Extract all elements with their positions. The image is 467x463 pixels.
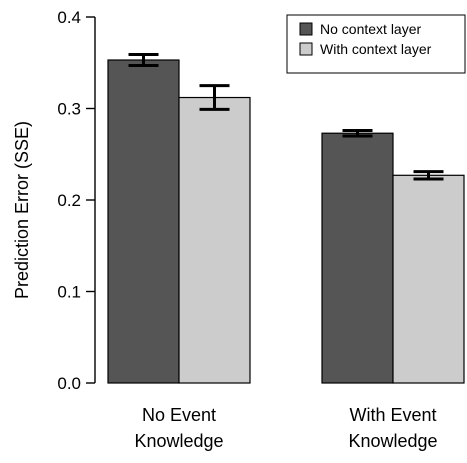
legend-swatch [299, 22, 313, 36]
y-axis-title: Prediction Error (SSE) [12, 121, 32, 299]
y-tick-label: 0.0 [57, 374, 81, 393]
y-axis: 0.0 0.1 0.2 0.3 0.4 [57, 8, 96, 393]
bars-group [107, 59, 465, 384]
legend-box [286, 14, 466, 74]
y-tick-label: 0.4 [57, 8, 81, 27]
bar-no-context-1 [321, 132, 394, 384]
legend-label: With context layer [320, 41, 432, 57]
bar-with-context-1 [392, 174, 465, 384]
legend: No context layer With context layer [286, 14, 466, 74]
y-tick-label: 0.1 [57, 283, 81, 302]
x-category-label: With Event [349, 405, 436, 425]
x-category-label: Knowledge [348, 431, 437, 451]
y-tick-label: 0.3 [57, 100, 81, 119]
bar-with-context-0 [178, 96, 251, 384]
legend-label: No context layer [320, 21, 421, 37]
bar-no-context-0 [107, 59, 180, 384]
x-category-label: No Event [142, 405, 216, 425]
x-category-label: Knowledge [134, 431, 223, 451]
legend-swatch [299, 42, 313, 56]
error-bars-group [128, 53, 444, 181]
x-category-labels: No Event Knowledge With Event Knowledge [134, 405, 437, 451]
y-tick-label: 0.2 [57, 191, 81, 210]
